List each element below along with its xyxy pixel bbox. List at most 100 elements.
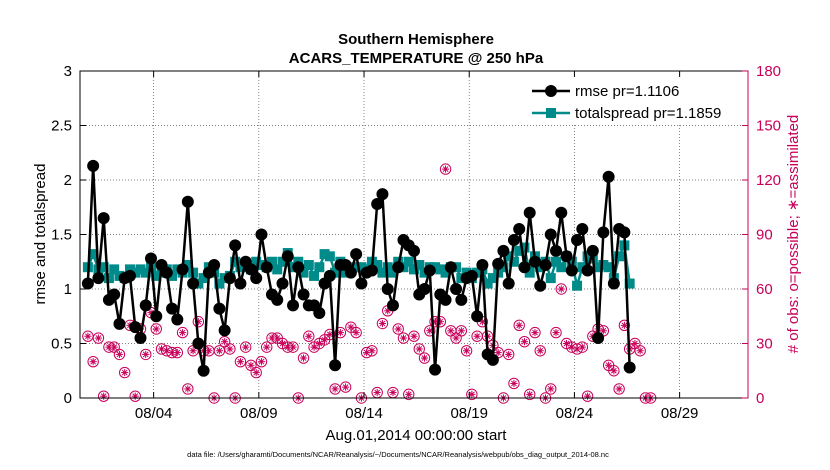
- obs-assimilated-point: [557, 285, 565, 293]
- x-tick-label: 08/19: [450, 405, 488, 422]
- obs-assimilated-point: [378, 319, 387, 328]
- y-tick-label: 2.5: [51, 118, 72, 135]
- obs-assimilated-point: [89, 358, 97, 366]
- obs-assimilated-point: [347, 323, 355, 331]
- obs-possible-point: [502, 348, 515, 361]
- obs-possible-point: [334, 326, 347, 339]
- rmse-point: [271, 293, 284, 306]
- rmse-point: [576, 223, 589, 236]
- obs-assimilated-point: [583, 392, 592, 400]
- rmse-point: [223, 272, 236, 285]
- obs-possible-point: [150, 323, 162, 335]
- obs-possible-point: [239, 341, 252, 353]
- rmse-point: [281, 250, 294, 263]
- obs-possible-point: [97, 390, 110, 402]
- y-axis-label: rmse and totalspread: [32, 164, 49, 305]
- obs-assimilated-point: [278, 339, 287, 348]
- obs-assimilated-point: [473, 332, 481, 340]
- obs-possible-point: [518, 335, 531, 348]
- totalspread-point: [303, 260, 314, 271]
- totalspread-point: [551, 256, 562, 267]
- obs-assimilated-point: [547, 385, 555, 393]
- obs-possible-point: [182, 383, 194, 395]
- rmse-point: [465, 269, 478, 282]
- rmse-point: [439, 293, 452, 306]
- obs-possible-point: [119, 366, 131, 379]
- obs-possible-point: [513, 319, 525, 332]
- obs-assimilated-point: [236, 358, 245, 366]
- rmse-point: [150, 310, 163, 323]
- obs-possible-point: [87, 355, 99, 368]
- rmse-point: [176, 263, 189, 276]
- rmse-point: [92, 272, 105, 285]
- obs-assimilated-point: [615, 385, 623, 393]
- rmse-point: [607, 277, 620, 290]
- rmse-point: [376, 188, 389, 201]
- rmse-point: [386, 299, 399, 312]
- obs-assimilated-point: [536, 347, 544, 355]
- y-tick-label: 1.5: [51, 227, 72, 244]
- obs-assimilated-point: [494, 348, 502, 357]
- x-tick-label: 08/09: [240, 405, 278, 422]
- x-tick-label: 08/29: [661, 405, 699, 422]
- rmse-point: [571, 233, 584, 246]
- rmse-point: [81, 277, 94, 290]
- obs-assimilated-point: [257, 358, 266, 366]
- totalspread-point: [508, 256, 519, 267]
- rmse-point: [486, 353, 499, 366]
- chart-subtitle: ACARS_TEMPERATURE @ 250 hPa: [289, 50, 544, 67]
- obs-assimilated-point: [573, 345, 581, 353]
- y2-tick-label: 30: [756, 336, 773, 353]
- obs-possible-point: [192, 316, 205, 328]
- obs-assimilated-point: [568, 343, 576, 351]
- obs-possible-point: [129, 390, 141, 402]
- rmse-point: [292, 261, 305, 274]
- rmse-point: [581, 264, 594, 277]
- totalspread-point: [309, 270, 320, 281]
- rmse-point: [455, 293, 468, 306]
- rmse-point: [408, 244, 420, 257]
- obs-assimilated-point: [226, 345, 234, 353]
- totalspread-point: [314, 262, 325, 273]
- obs-possible-point: [392, 323, 404, 335]
- obs-assimilated-point: [368, 347, 376, 355]
- totalspread-point: [214, 278, 225, 289]
- obs-possible-point: [460, 345, 473, 357]
- obs-assimilated-point: [363, 348, 371, 357]
- rmse-point: [592, 332, 605, 345]
- rmse-point: [365, 264, 378, 277]
- obs-assimilated-point: [562, 339, 571, 348]
- obs-assimilated-point: [410, 332, 418, 340]
- obs-possible-point: [534, 345, 546, 357]
- obs-possible-point: [413, 343, 425, 355]
- rmse-point: [229, 239, 242, 252]
- obs-possible-point: [261, 341, 273, 353]
- obs-assimilated-point: [526, 390, 534, 398]
- obs-possible-point: [418, 352, 431, 364]
- obs-assimilated-point: [610, 367, 618, 375]
- obs-assimilated-point: [447, 327, 455, 335]
- rmse-point: [565, 264, 578, 277]
- y2-axis-label: # of obs: o=possible; ∗=assimilated: [785, 115, 802, 354]
- rmse-point: [145, 252, 158, 265]
- obs-assimilated-point: [184, 385, 192, 393]
- rmse-point: [313, 306, 326, 319]
- rmse-point: [555, 206, 568, 219]
- obs-possible-point: [455, 325, 468, 337]
- rmse-point: [523, 206, 536, 219]
- rmse-point: [213, 302, 226, 315]
- rmse-point: [234, 277, 247, 290]
- obs-assimilated-point: [289, 343, 297, 351]
- obs-assimilated-point: [636, 347, 644, 355]
- y2-tick-label: 0: [756, 390, 764, 407]
- rmse-point: [129, 321, 142, 334]
- obs-assimilated-point: [552, 329, 560, 337]
- totalspread-point: [230, 256, 241, 267]
- rmse-point: [329, 359, 342, 372]
- obs-assimilated-point: [189, 347, 197, 355]
- obs-possible-point: [350, 326, 362, 339]
- y-tick-label: 1: [64, 281, 72, 298]
- obs-assimilated-point: [84, 332, 92, 340]
- totalspread-point: [519, 242, 530, 253]
- obs-assimilated-point: [152, 325, 160, 333]
